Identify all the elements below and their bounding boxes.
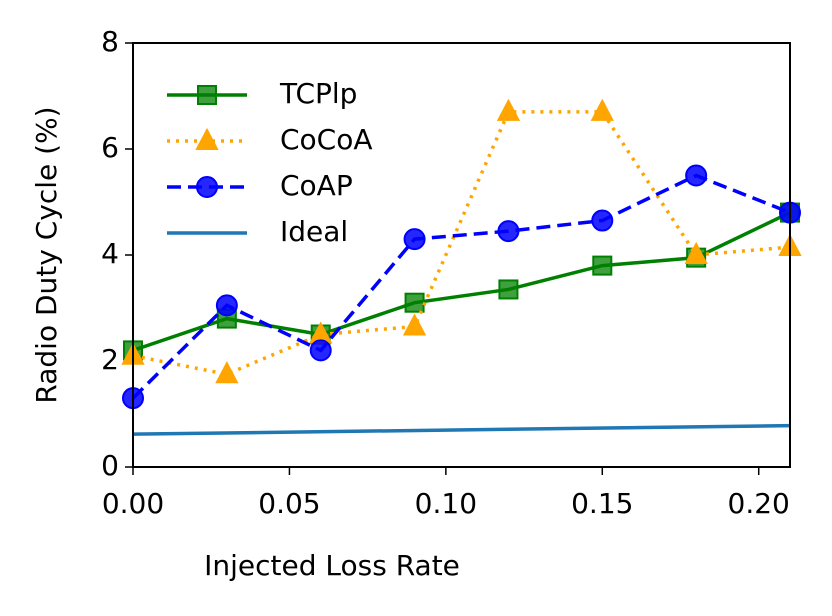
legend-marker: [196, 176, 218, 198]
x-tick-label: 0.00: [102, 487, 164, 520]
marker: [309, 339, 332, 362]
marker: [402, 313, 427, 336]
marker: [591, 209, 614, 232]
marker: [590, 98, 614, 121]
legend-label: CoCoA: [280, 123, 373, 156]
legend-label: TCPlp: [279, 77, 357, 110]
legend-marker: [195, 127, 219, 150]
marker: [215, 361, 239, 384]
x-tick-label: 0.10: [415, 487, 477, 520]
marker: [404, 292, 425, 313]
legend-label: CoAP: [280, 169, 353, 202]
legend-label: Ideal: [280, 215, 348, 248]
marker: [497, 220, 520, 243]
x-axis-label: Injected Loss Rate: [204, 549, 460, 582]
plot-frame: [132, 42, 791, 468]
legend-marker: [197, 85, 217, 105]
marker: [685, 164, 708, 187]
marker: [684, 241, 708, 264]
y-tick-label: 6: [101, 131, 119, 164]
marker: [592, 255, 613, 276]
series-line: [132, 211, 791, 353]
marker: [215, 294, 238, 317]
marker: [403, 228, 426, 251]
y-tick-label: 2: [101, 343, 119, 376]
series-line: [132, 110, 791, 377]
series-line: [131, 173, 791, 400]
x-tick-label: 0.05: [258, 487, 320, 520]
x-tick-label: 0.15: [571, 487, 633, 520]
marker: [498, 279, 519, 300]
y-axis-label: Radio Duty Cycle (%): [30, 106, 63, 403]
y-tick-label: 4: [101, 237, 119, 270]
marker: [496, 98, 521, 121]
series-line: [132, 423, 791, 436]
x-tick-label: 0.20: [728, 487, 790, 520]
y-tick-label: 8: [101, 25, 119, 58]
y-tick-label: 0: [101, 449, 119, 482]
